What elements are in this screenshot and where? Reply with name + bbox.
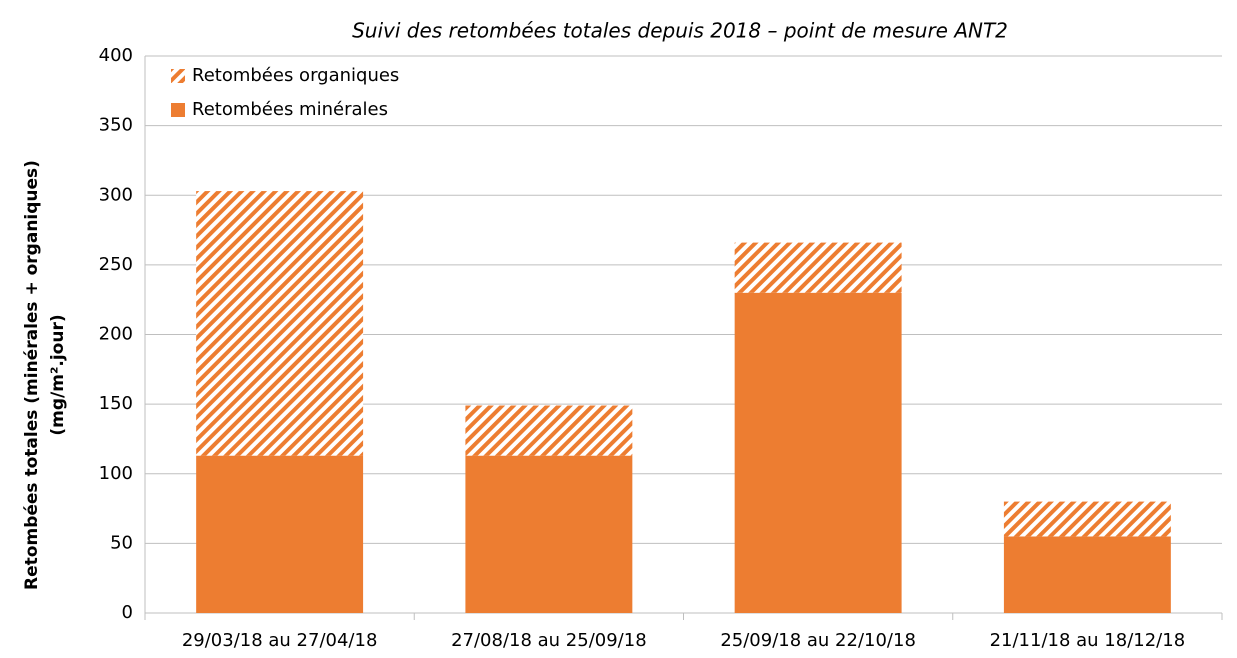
x-tick-label: 25/09/18 au 22/10/18 — [720, 630, 916, 651]
legend-label: Retombées minérales — [192, 99, 388, 120]
bar-segment — [196, 191, 364, 456]
y-tick-label: 300 — [99, 184, 133, 205]
y-axis-label: (mg/m².jour) — [48, 314, 68, 435]
legend-swatch — [171, 69, 185, 83]
y-axis-label: Retombées totales (minérales + organique… — [22, 160, 42, 590]
y-tick-label: 100 — [99, 463, 133, 484]
bar-segment — [1003, 536, 1171, 613]
bar-segment — [465, 405, 633, 456]
bar-segment — [734, 292, 902, 613]
y-tick-label: 350 — [99, 115, 133, 136]
y-tick-label: 150 — [99, 393, 133, 414]
x-tick-label: 29/03/18 au 27/04/18 — [182, 630, 378, 651]
y-tick-label: 250 — [99, 254, 133, 275]
y-tick-label: 200 — [99, 324, 133, 345]
bar-segment — [465, 455, 633, 613]
chart-title: Suivi des retombées totales depuis 2018 … — [352, 19, 1008, 43]
legend-label: Retombées organiques — [192, 65, 399, 86]
y-tick-label: 400 — [99, 45, 133, 66]
y-tick-label: 0 — [122, 602, 133, 623]
y-tick-label: 50 — [110, 532, 133, 553]
bar-segment — [196, 455, 364, 613]
bar-segment — [734, 242, 902, 293]
x-tick-label: 21/11/18 au 18/12/18 — [990, 630, 1186, 651]
bar-segment — [1003, 501, 1171, 537]
legend-swatch — [171, 103, 185, 117]
x-tick-label: 27/08/18 au 25/09/18 — [451, 630, 647, 651]
